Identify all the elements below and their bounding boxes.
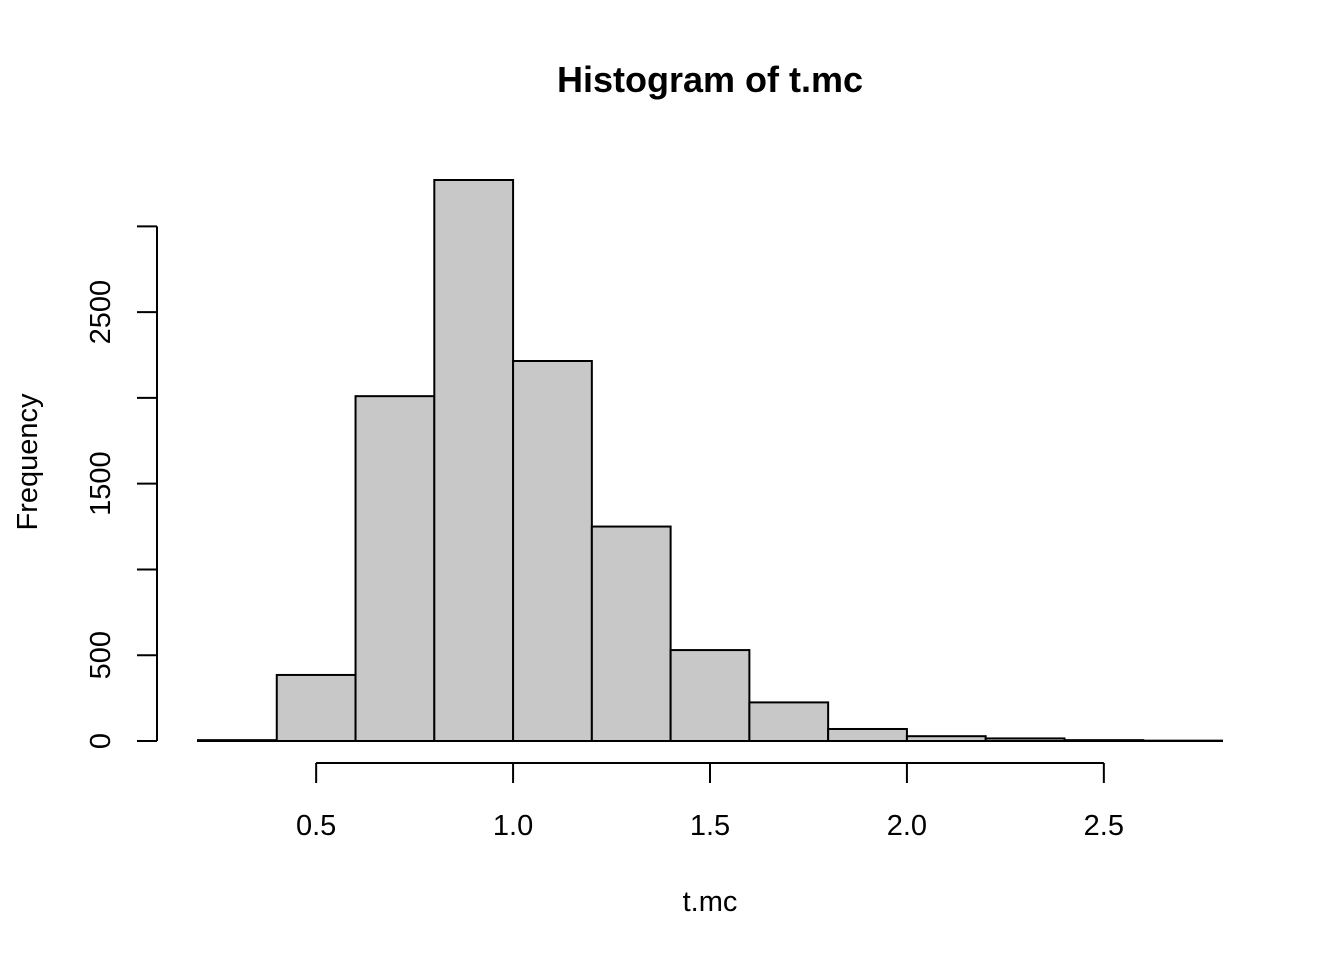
histogram-bar xyxy=(354,395,436,742)
chart-title: Histogram of t.mc xyxy=(557,59,863,100)
x-tick-label: 1.0 xyxy=(493,810,533,842)
y-tick-label: 1500 xyxy=(85,451,117,516)
y-tick-label: 500 xyxy=(85,631,117,679)
x-tick-label: 2.0 xyxy=(887,810,927,842)
histogram-bar xyxy=(433,179,515,742)
x-axis-label: t.mc xyxy=(683,886,738,918)
x-tick-label: 0.5 xyxy=(296,810,336,842)
histogram-bar xyxy=(197,739,278,743)
histogram-bar xyxy=(275,673,357,742)
x-axis: 0.5 1.0 1.5 2.0 2.5 xyxy=(296,762,1124,842)
y-axis: 0 500 1500 2500 xyxy=(85,225,158,749)
histogram-bar xyxy=(984,737,1066,743)
histogram-bar xyxy=(669,649,751,742)
histogram-bar xyxy=(1063,739,1145,743)
bars-group xyxy=(197,179,1223,743)
y-tick-label: 0 xyxy=(85,733,117,749)
histogram-bar xyxy=(512,359,593,742)
y-tick-label: 2500 xyxy=(85,280,117,345)
histogram-bar xyxy=(827,727,908,743)
histogram-bar xyxy=(748,701,830,743)
x-tick-label: 1.5 xyxy=(690,810,730,842)
histogram-bar xyxy=(590,525,672,743)
y-axis-label: Frequency xyxy=(12,393,44,531)
histogram-bar xyxy=(905,735,987,743)
x-tick-label: 2.5 xyxy=(1084,810,1124,842)
